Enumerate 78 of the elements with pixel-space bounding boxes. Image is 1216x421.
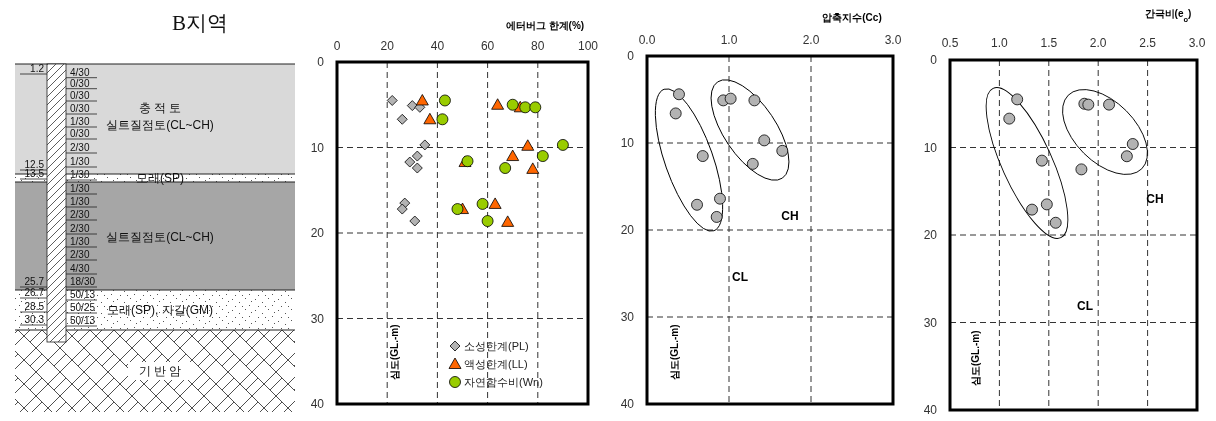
text: 0/30 bbox=[70, 128, 90, 139]
legend-label: 자연함수비(Wn) bbox=[464, 376, 543, 388]
y-tick-label: 0 bbox=[627, 49, 635, 63]
y-tick-label: 20 bbox=[620, 223, 635, 237]
text: 1/30 bbox=[70, 116, 90, 127]
x-tick-label: 0.0 bbox=[638, 33, 656, 47]
y-tick-label: 40 bbox=[620, 397, 635, 411]
text: 25.7 bbox=[24, 276, 45, 287]
y-tick-label: 30 bbox=[310, 311, 325, 326]
y-tick-label: 0 bbox=[930, 53, 938, 67]
text: 1/30 bbox=[70, 183, 90, 194]
x-tick-label: 1.0 bbox=[720, 33, 738, 47]
text: 기 반 암 bbox=[138, 364, 182, 378]
text: 28.5 bbox=[24, 301, 45, 312]
x-tick-label: 3.0 bbox=[884, 33, 902, 47]
text: 0/30 bbox=[70, 90, 90, 101]
text: 50/13 bbox=[70, 315, 96, 326]
text: 실트질점토(CL~CH) bbox=[106, 118, 214, 132]
text: 실트질점토(CL~CH) bbox=[106, 230, 214, 244]
text: 1/30 bbox=[70, 196, 90, 207]
y-tick-label: 30 bbox=[620, 310, 635, 324]
y-tick-label: 0 bbox=[317, 55, 325, 69]
text: 0/30 bbox=[70, 77, 90, 89]
y-tick-label: 10 bbox=[310, 140, 325, 155]
y-axis-title: 심도(GL.-m) bbox=[389, 324, 400, 380]
text: 모래(SP) bbox=[136, 171, 184, 185]
x-tick-label: 1.0 bbox=[991, 36, 1009, 50]
text: 모래(SP), 자갈(GM) bbox=[107, 303, 213, 317]
text: 50/13 bbox=[70, 289, 96, 300]
text: 1/30 bbox=[70, 236, 90, 247]
y-tick-label: 40 bbox=[310, 397, 325, 411]
x-tick-label: 1.5 bbox=[1040, 36, 1058, 50]
x-tick-label: 20 bbox=[380, 39, 395, 53]
x-tick-label: 2.0 bbox=[1089, 36, 1107, 50]
x-tick-label: 2.5 bbox=[1139, 36, 1157, 50]
text: 50/25 bbox=[70, 302, 96, 313]
text: 13.5 bbox=[24, 168, 45, 179]
y-tick-label: 20 bbox=[923, 228, 938, 242]
x-tick-label: 0.5 bbox=[941, 36, 959, 50]
annotation: CL bbox=[1077, 299, 1093, 313]
text: 2/30 bbox=[70, 223, 90, 234]
text: 2/30 bbox=[70, 249, 90, 260]
y-tick-label: 10 bbox=[620, 136, 635, 150]
x-tick-label: 80 bbox=[531, 39, 545, 53]
text: 2/30 bbox=[70, 209, 90, 220]
y-tick-label: 30 bbox=[923, 315, 938, 330]
text: 1/30 bbox=[70, 169, 90, 180]
x-tick-label: 3.0 bbox=[1188, 36, 1206, 50]
y-axis-title: 심도(GL.-m) bbox=[970, 330, 981, 386]
text: 18/30 bbox=[70, 276, 96, 287]
y-tick-label: 10 bbox=[923, 140, 938, 155]
text: 1.2 bbox=[30, 63, 45, 74]
annotation: CH bbox=[1146, 192, 1164, 206]
text: 1/30 bbox=[70, 156, 90, 167]
x-tick-label: 40 bbox=[430, 39, 445, 53]
y-tick-label: 40 bbox=[923, 403, 938, 417]
x-axis-title: 간극비(e$_{o}$) bbox=[1144, 8, 1192, 24]
legend-label: 액성한계(LL) bbox=[464, 358, 528, 370]
y-axis-title: 심도(GL.-m) bbox=[669, 324, 680, 380]
x-axis-title: 에터버그 한계(%) bbox=[505, 20, 585, 31]
text: 2/30 bbox=[70, 142, 90, 153]
x-tick-label: 60 bbox=[480, 39, 495, 53]
text: 4/30 bbox=[70, 66, 90, 78]
x-tick-label: 2.0 bbox=[802, 33, 820, 47]
y-tick-label: 20 bbox=[310, 226, 325, 240]
text: B지역 bbox=[171, 11, 229, 35]
annotation: CH bbox=[781, 209, 799, 223]
legend-label: 소성한계(PL) bbox=[464, 340, 529, 352]
text: 12.5 bbox=[24, 159, 45, 170]
text: 충 적 토 bbox=[138, 101, 182, 115]
x-tick-label: 100 bbox=[577, 39, 599, 53]
text: 0/30 bbox=[70, 103, 90, 114]
text: 26.7 bbox=[24, 287, 45, 298]
text: 30.3 bbox=[24, 314, 45, 325]
annotation: CL bbox=[732, 270, 748, 284]
x-tick-label: 0 bbox=[333, 39, 341, 53]
x-axis-title: 압축지수(Cc) bbox=[822, 12, 882, 23]
text: 4/30 bbox=[70, 263, 90, 274]
